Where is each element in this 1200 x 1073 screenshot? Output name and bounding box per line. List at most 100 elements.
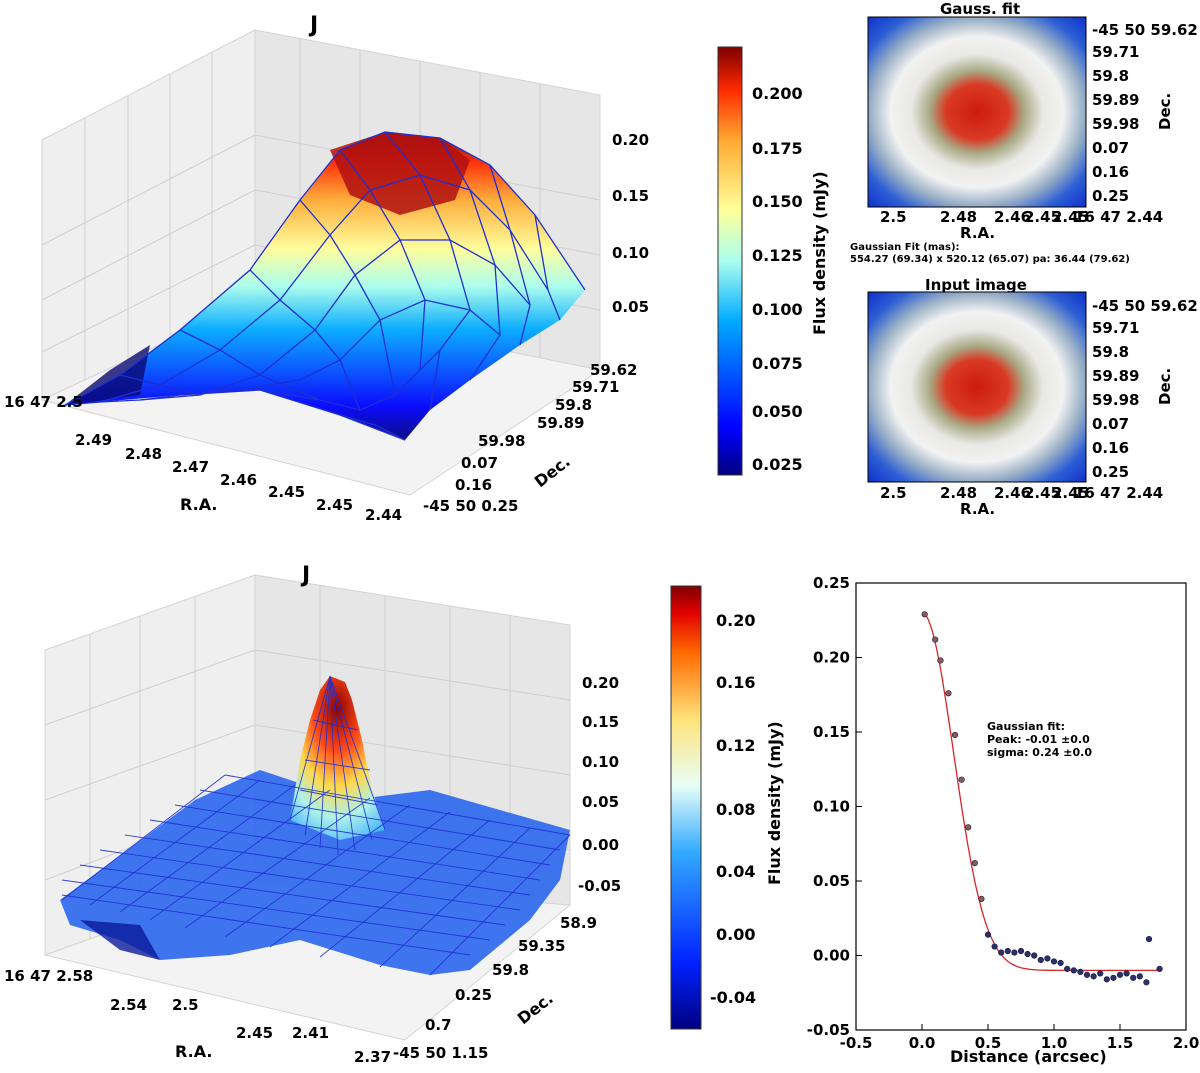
ra-tick: 2.48 bbox=[940, 484, 977, 502]
ra-tick: 2.48 bbox=[125, 445, 162, 463]
bottom-colorbar: 0.20 0.16 0.12 0.08 0.04 0.00 -0.04 Flux… bbox=[670, 585, 784, 1030]
fit-curve bbox=[924, 613, 1160, 972]
ra-tick: 2.49 bbox=[75, 431, 112, 449]
dec-tick: 0.16 bbox=[455, 476, 492, 494]
ra-label: R.A. bbox=[960, 500, 995, 518]
panel-title: Input image bbox=[925, 276, 1027, 294]
x-tick-label: 1.0 bbox=[1041, 1034, 1068, 1052]
dec-tick: -45 50 59.62 bbox=[1092, 21, 1198, 39]
heatmap bbox=[867, 16, 1087, 208]
z-tick: 0.20 bbox=[612, 131, 649, 149]
ra-tick: 16 47 2.58 bbox=[4, 967, 93, 985]
dec-label: Dec. bbox=[1156, 93, 1174, 130]
data-point bbox=[1011, 949, 1018, 956]
data-point bbox=[984, 931, 992, 938]
dec-tick: 0.25 bbox=[455, 986, 492, 1004]
z-tick: 0.20 bbox=[582, 674, 619, 692]
y-tick-label: 0.25 bbox=[813, 574, 850, 592]
data-point bbox=[1090, 973, 1097, 980]
plot-title: J bbox=[300, 563, 310, 588]
data-point bbox=[921, 611, 928, 618]
ra-tick: 2.54 bbox=[110, 996, 147, 1014]
colorbar-tick: 0.075 bbox=[752, 354, 803, 373]
z-axis: 0.20 0.15 0.10 0.05 0.00 -0.05 bbox=[578, 674, 621, 895]
data-point bbox=[1136, 973, 1143, 980]
data-point bbox=[932, 636, 939, 643]
data-point bbox=[991, 943, 998, 950]
y-tick-label: 0.05 bbox=[813, 872, 850, 890]
ra-tick: 2.41 bbox=[292, 1024, 329, 1042]
data-point bbox=[1097, 970, 1104, 977]
data-point bbox=[1103, 976, 1110, 983]
z-axis: 0.20 0.15 0.10 0.05 bbox=[612, 131, 649, 316]
data-point bbox=[1070, 967, 1077, 974]
data-point bbox=[1024, 950, 1031, 958]
dec-tick: 59.89 bbox=[1092, 367, 1139, 385]
dec-tick: 0.16 bbox=[1092, 163, 1129, 181]
surface-dark-edge bbox=[65, 345, 150, 405]
dec-tick: 0.25 bbox=[1092, 187, 1129, 205]
y-tick-label: 0.00 bbox=[813, 947, 850, 965]
dec-tick: 59.89 bbox=[537, 414, 584, 432]
y-tick-label: -0.05 bbox=[807, 1021, 850, 1039]
dec-tick: 0.07 bbox=[1092, 415, 1129, 433]
x-tick-label: -0.5 bbox=[840, 1034, 873, 1052]
ra-tick: 2.45 bbox=[236, 1024, 273, 1042]
ra-tick: 2.45 bbox=[1052, 208, 1089, 226]
z-tick: 0.15 bbox=[612, 187, 649, 205]
data-point bbox=[951, 731, 959, 739]
dec-tick: 59.98 bbox=[1092, 115, 1139, 133]
surface-sheet-dark bbox=[80, 920, 160, 960]
colorbar-tick: 0.16 bbox=[716, 673, 755, 692]
dec-label: Dec. bbox=[531, 452, 574, 491]
data-point bbox=[1044, 955, 1051, 962]
dec-tick: 59.71 bbox=[1092, 43, 1139, 61]
data-point bbox=[1004, 947, 1011, 955]
data-point bbox=[958, 776, 965, 783]
y-tick-label: 0.20 bbox=[813, 649, 850, 667]
z-tick: 0.05 bbox=[612, 298, 649, 316]
colorbar-tick: 0.12 bbox=[716, 736, 755, 755]
ra-axis: 16 47 2.5 2.49 2.48 2.47 2.46 2.45 2.45 … bbox=[4, 393, 402, 524]
data-point bbox=[1083, 971, 1091, 978]
dec-tick: 0.25 bbox=[1092, 463, 1129, 481]
fit-text-line2: 554.27 (69.34) x 520.12 (65.07) pa: 36.4… bbox=[850, 254, 1130, 265]
plot-title: J bbox=[308, 13, 318, 38]
data-point bbox=[1110, 974, 1117, 981]
ra-tick: 2.45 bbox=[316, 496, 353, 514]
colorbar-tick: 0.150 bbox=[752, 192, 803, 211]
dec-tick: -45 50 59.62 bbox=[1092, 297, 1198, 315]
dec-label: Dec. bbox=[514, 989, 557, 1028]
x-tick-label: 2.0 bbox=[1173, 1034, 1200, 1052]
ra-label: R.A. bbox=[180, 495, 217, 514]
ra-tick: 2.45 bbox=[1024, 208, 1061, 226]
dec-label: Dec. bbox=[1156, 368, 1174, 405]
ra-tick: 2.44 bbox=[365, 506, 402, 524]
top-colorbar: 0.200 0.175 0.150 0.125 0.100 0.075 0.05… bbox=[717, 46, 829, 476]
z-tick: 0.00 bbox=[582, 836, 619, 854]
colorbar-tick: 0.08 bbox=[716, 800, 755, 819]
fit-annotation-peak: Peak: -0.01 ±0.0 bbox=[987, 733, 1090, 746]
data-point bbox=[1064, 965, 1071, 973]
dec-tick: 59.35 bbox=[518, 937, 565, 955]
dec-tick: 0.07 bbox=[461, 454, 498, 472]
colorbar-tick: 0.050 bbox=[752, 402, 803, 421]
fit-annotation-sigma: sigma: 0.24 ±0.0 bbox=[987, 746, 1092, 759]
data-point bbox=[1077, 968, 1084, 975]
y-axis: -0.05 0.00 0.05 0.10 0.15 0.20 0.25 bbox=[807, 574, 862, 1039]
ra-tick: 16 47 2.44 bbox=[1074, 208, 1163, 226]
gauss-fit-panel: Gauss. fit -45 50 59.62 59.71 59.8 59.89… bbox=[850, 0, 1198, 265]
data-point bbox=[1057, 959, 1064, 967]
colorbar-gradient bbox=[670, 585, 702, 1030]
ra-tick: 2.46 bbox=[994, 208, 1031, 226]
y-tick-label: 0.15 bbox=[813, 723, 850, 741]
ra-axis: 16 47 2.58 2.54 2.5 2.45 2.41 2.37 R.A. bbox=[4, 967, 391, 1066]
colorbar-tick: 0.100 bbox=[752, 300, 803, 319]
top-left-surface-plot: 0.20 0.15 0.10 0.05 16 47 2.5 2.49 2.48 … bbox=[4, 13, 649, 524]
dec-tick: 59.71 bbox=[572, 378, 619, 396]
dec-axis: 59.62 59.71 59.8 59.89 59.98 0.07 0.16 -… bbox=[423, 361, 637, 515]
ra-tick: 16 47 2.44 bbox=[1074, 484, 1163, 502]
data-point bbox=[971, 860, 978, 867]
dec-tick: 59.8 bbox=[492, 961, 529, 979]
data-point bbox=[1037, 956, 1044, 964]
